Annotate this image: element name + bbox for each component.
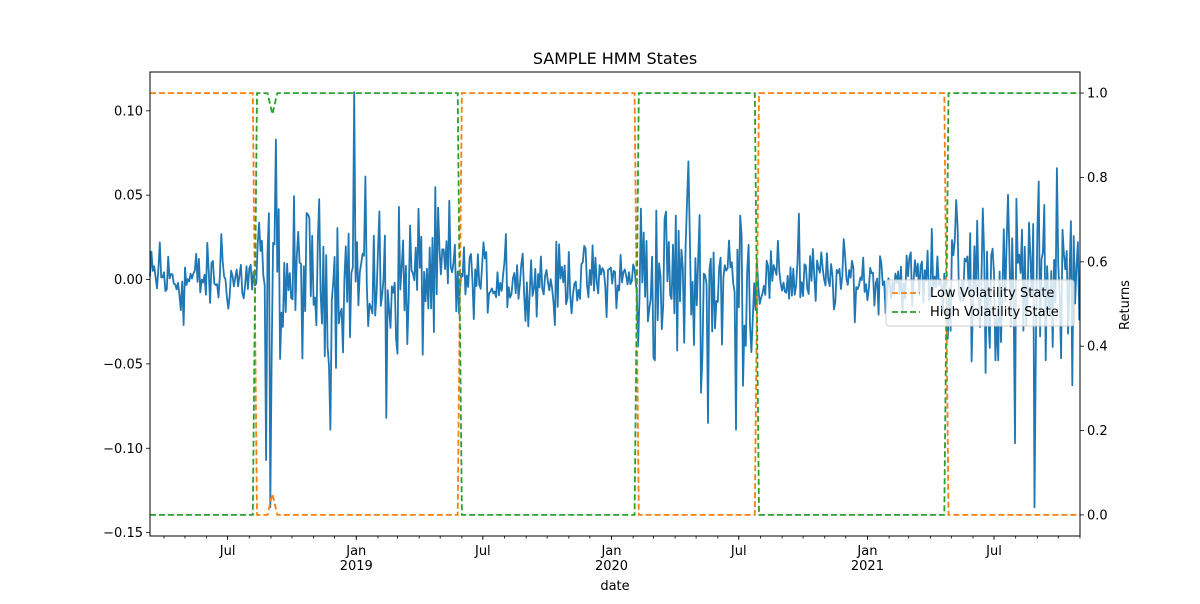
legend-label-high-volatility: High Volatility State <box>930 305 1059 320</box>
legend: Low Volatility State High Volatility Sta… <box>885 279 1075 327</box>
y-right-tick-label: 0.8 <box>1087 171 1108 186</box>
legend-box <box>885 279 1075 327</box>
returns-line <box>149 91 1081 509</box>
y-left-tick-label: 0.00 <box>114 273 143 288</box>
y-left-tick-label: 0.10 <box>114 104 143 119</box>
x-tick-label: Jul <box>730 544 747 559</box>
returns-series <box>149 91 1081 509</box>
y-axis-right-label: Returns <box>1118 280 1133 330</box>
y-left-tick-label: 0.05 <box>114 189 143 204</box>
x-tick-year-label: 2019 <box>340 559 373 574</box>
x-tick-label: Jan <box>856 544 877 559</box>
y-right-tick-label: 0.4 <box>1087 340 1108 355</box>
plot-frame <box>149 71 1081 537</box>
y-right-tick-label: 0.2 <box>1087 424 1108 439</box>
x-tick-label: Jul <box>474 544 491 559</box>
y-right-tick-label: 1.0 <box>1087 87 1108 102</box>
x-tick-label: Jul <box>219 544 236 559</box>
state-series <box>150 92 1080 516</box>
x-axis-label: date <box>600 579 629 594</box>
legend-label-low-volatility: Low Volatility State <box>930 286 1054 301</box>
x-tick-label: Jan <box>600 544 621 559</box>
chart-title: SAMPLE HMM States <box>533 49 697 68</box>
x-tick-year-label: 2021 <box>851 559 884 574</box>
y-right-tick-label: 0.6 <box>1087 255 1108 270</box>
y-left-tick-label: −0.15 <box>103 526 143 541</box>
y-left-tick-label: −0.05 <box>103 357 143 372</box>
x-tick-year-label: 2020 <box>595 559 628 574</box>
high-volatility-line <box>150 92 1080 516</box>
x-tick-label: Jan <box>345 544 366 559</box>
x-tick-label: Jul <box>985 544 1002 559</box>
low-volatility-line <box>150 92 1080 516</box>
y-left-tick-label: −0.10 <box>103 442 143 457</box>
y-right-tick-label: 0.0 <box>1087 508 1108 523</box>
y-axis-right: 0.0 0.2 0.4 0.6 0.8 1.0 <box>1080 87 1108 523</box>
y-axis-left: −0.15 −0.10 −0.05 0.00 0.05 0.10 <box>103 104 150 541</box>
